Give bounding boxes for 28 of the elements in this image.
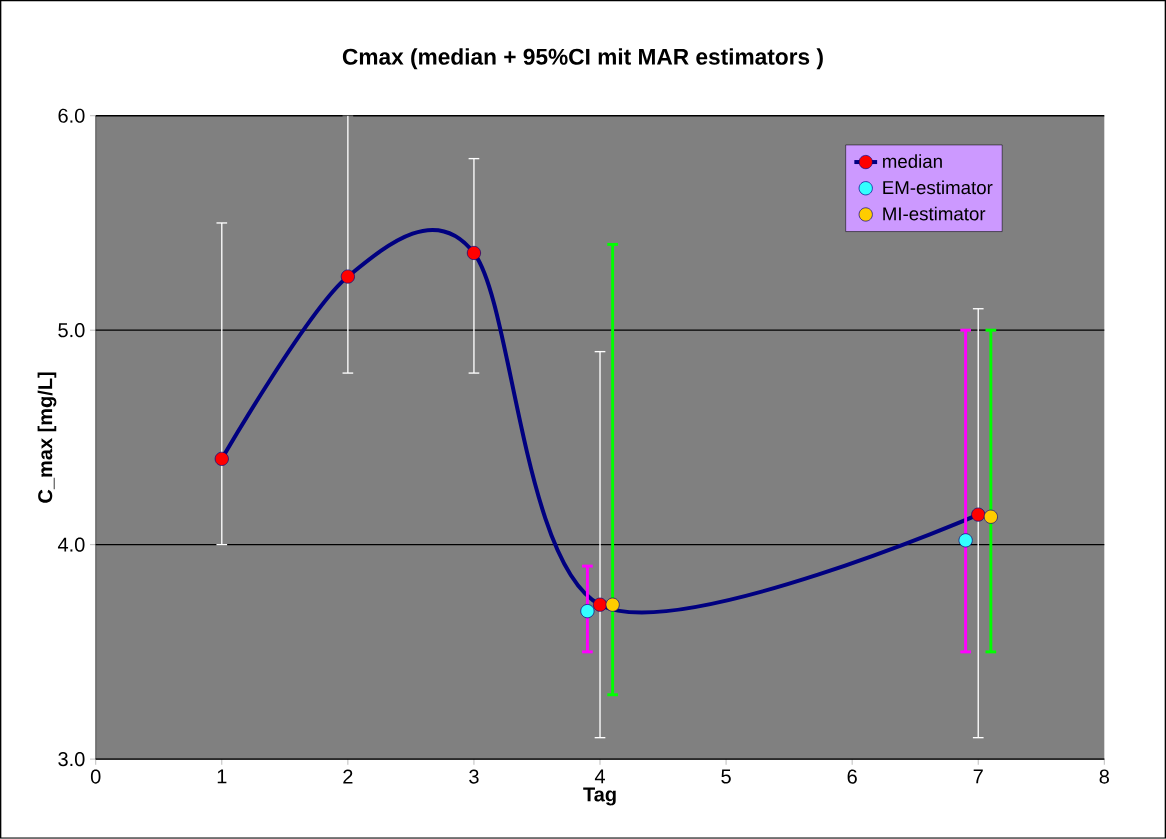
y-tick-label: 6.0 (58, 108, 85, 123)
x-tick-label: 0 (90, 769, 101, 784)
y-tick-label: 5.0 (58, 323, 85, 338)
y-axis-title: C_max [mg/L] (37, 372, 57, 503)
point (983, 509, 998, 524)
point (605, 597, 620, 612)
x-tick-label: 7 (973, 769, 983, 784)
x-tick-label: 4 (594, 769, 605, 784)
point (340, 269, 355, 284)
legend-label: median (883, 154, 942, 169)
point (593, 597, 608, 612)
x-tick-label: 8 (1099, 769, 1109, 784)
point (971, 507, 986, 522)
legend-label: EM-estimator (883, 180, 993, 195)
x-tick-label: 1 (217, 769, 227, 784)
point (580, 604, 595, 619)
legend-label: MI-estimator (883, 206, 986, 221)
x-tick-label: 5 (721, 769, 731, 784)
x-axis-title: Tag (583, 787, 616, 806)
point (214, 451, 229, 466)
x-tick-label: 2 (343, 769, 353, 784)
chart-title: Cmax (median + 95%CI mit MAR estimators ) (342, 48, 823, 70)
y-tick-label: 4.0 (57, 537, 85, 552)
point (466, 246, 481, 261)
y-tick-label: 3.0 (58, 752, 85, 767)
x-tick-label: 3 (469, 769, 479, 784)
x-tick-label: 6 (847, 769, 857, 784)
point (958, 533, 973, 548)
